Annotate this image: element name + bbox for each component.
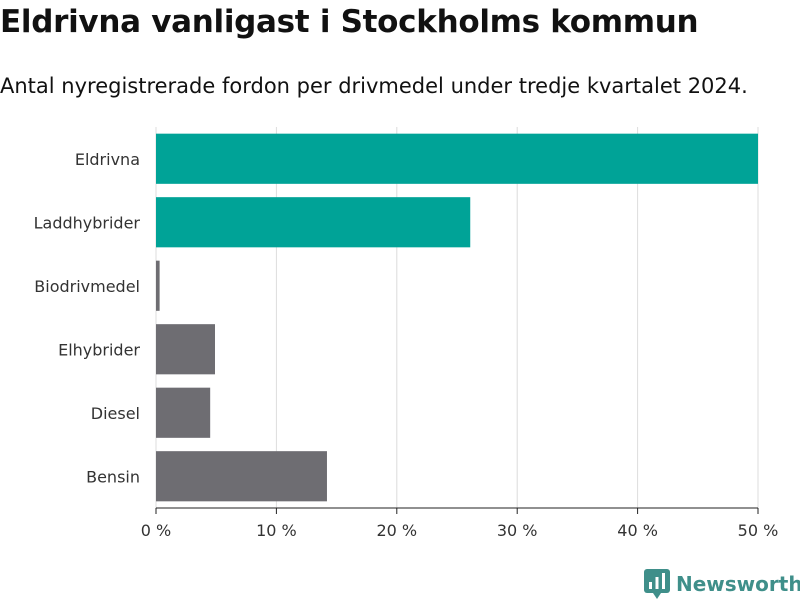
bar-4 (156, 387, 211, 438)
newsworthy-logo: Newsworthy (644, 568, 800, 600)
x-tick-label-2: 20 % (376, 521, 417, 540)
bar-chart: Eldrivna Laddhybrider Biodrivmedel Elhybrid… (34, 127, 779, 540)
x-tick-label-0: 0 % (141, 521, 171, 540)
bar-5 (156, 451, 327, 502)
bar-0 (156, 133, 758, 184)
x-tick-label-1: 10 % (256, 521, 297, 540)
chart-subtitle: Antal nyregistrerade fordon per drivmede… (0, 74, 748, 98)
bar-3 (156, 324, 215, 375)
x-tick-label-4: 40 % (617, 521, 658, 540)
x-tick-label-3: 30 % (497, 521, 538, 540)
category-label-4: Diesel (91, 404, 140, 423)
category-label-5: Bensin (86, 467, 140, 486)
category-label-1: Laddhybrider (34, 213, 141, 232)
x-tick-label-5: 50 % (738, 521, 779, 540)
newsworthy-logo-text: Newsworthy (676, 572, 800, 596)
category-label-3: Elhybrider (58, 340, 140, 359)
bar-2 (156, 260, 160, 311)
newsworthy-chart-icon (644, 569, 670, 599)
bar-1 (156, 197, 471, 248)
chart-title: Eldrivna vanligast i Stockholms kommun (0, 4, 699, 40)
category-label-2: Biodrivmedel (34, 277, 140, 296)
category-label-0: Eldrivna (75, 150, 140, 169)
